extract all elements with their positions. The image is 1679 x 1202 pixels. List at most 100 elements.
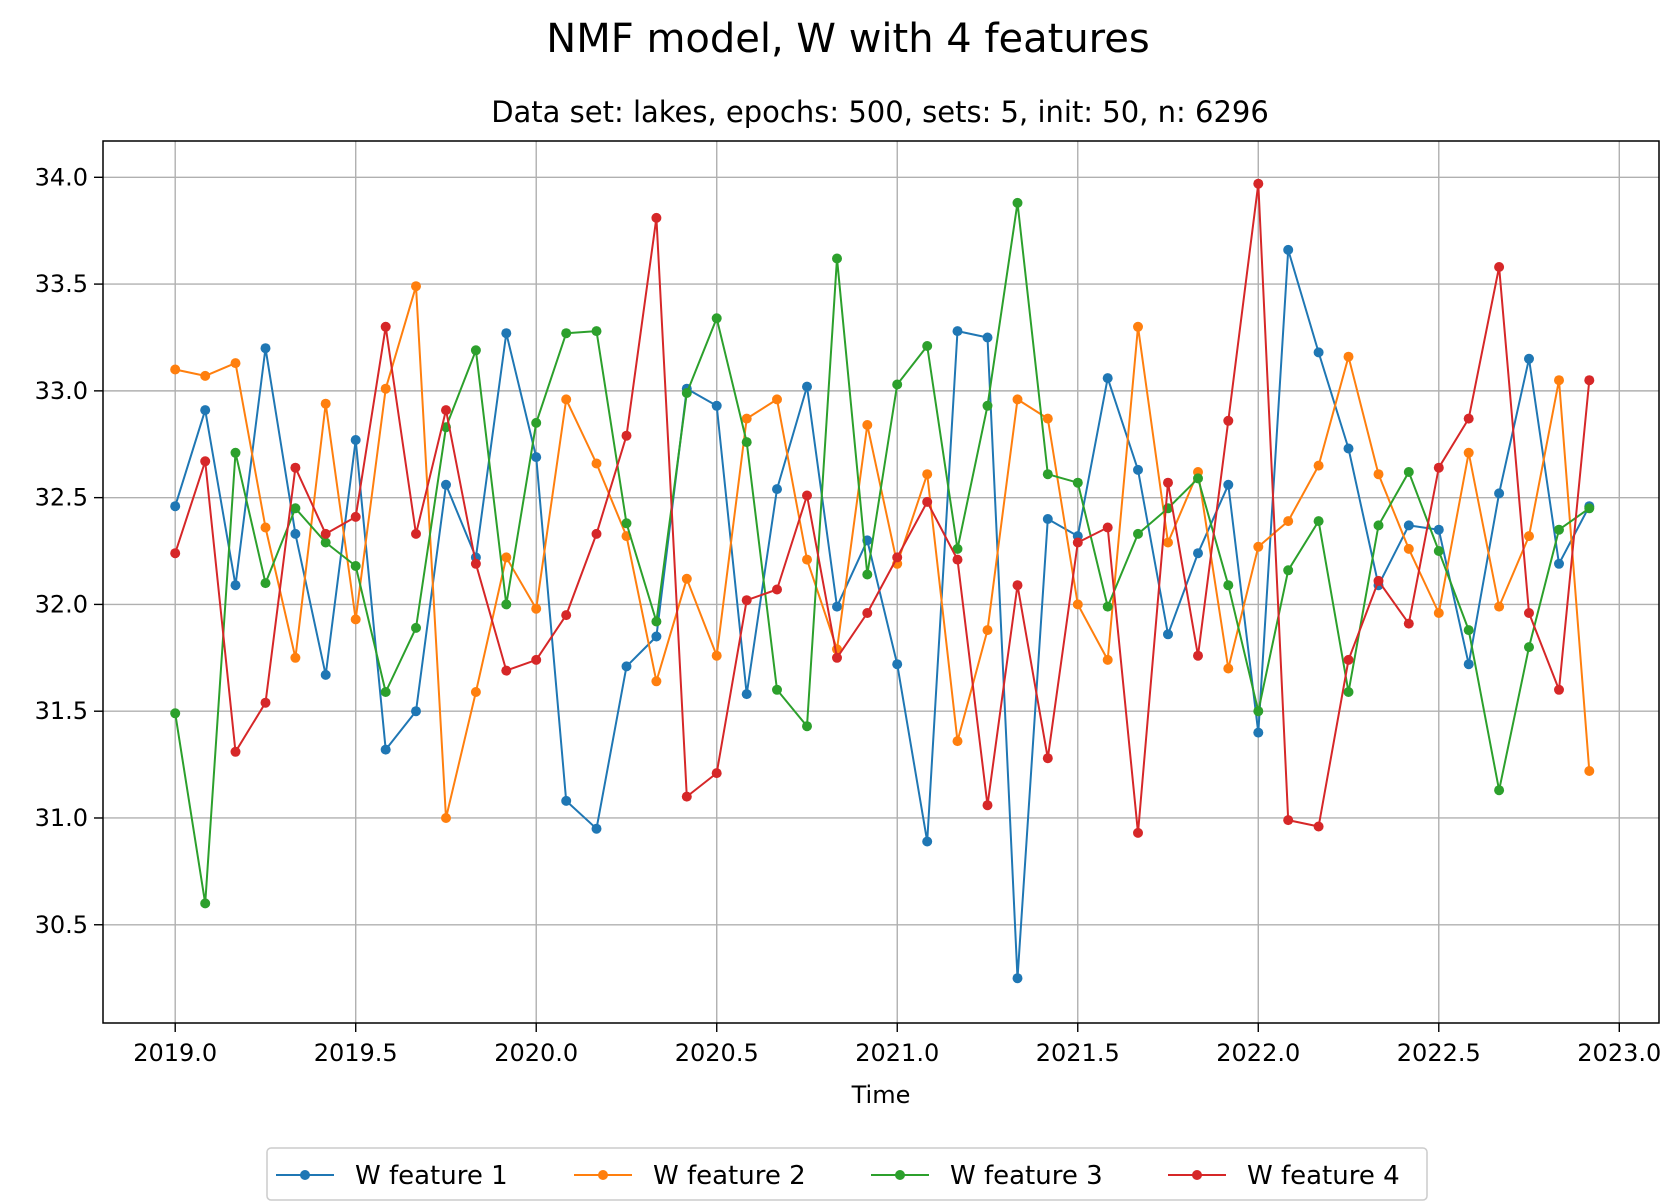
- data-point: [711, 400, 722, 411]
- data-point: [621, 661, 632, 672]
- data-point: [531, 603, 542, 614]
- axis-ticks: 2019.0 2019.5 2020.0 2020.5 2021.0 2021.5 2022…: [35, 163, 1662, 1067]
- data-point: [621, 430, 632, 441]
- data-point: [741, 595, 752, 606]
- data-point: [922, 469, 933, 480]
- y-tick-label: 32.5: [35, 484, 88, 512]
- data-point: [1042, 469, 1053, 480]
- y-tick-label: 31.5: [35, 697, 88, 725]
- legend-item: W feature 4: [1168, 1161, 1400, 1191]
- data-point: [922, 496, 933, 507]
- data-point: [320, 669, 331, 680]
- legend-items: W feature 1 W feature 2 W feature 3 W featu…: [276, 1161, 1400, 1191]
- data-point: [470, 687, 481, 697]
- data-point: [380, 321, 391, 332]
- data-point: [320, 398, 331, 409]
- data-point: [200, 456, 211, 467]
- data-point: [260, 697, 271, 708]
- data-point: [1193, 650, 1203, 661]
- data-point: [1494, 262, 1505, 272]
- data-point: [1403, 520, 1414, 531]
- data-point: [1463, 625, 1474, 636]
- data-point: [1223, 663, 1234, 674]
- x-tick-label: 2023.0: [1577, 1039, 1661, 1067]
- data-point: [1313, 516, 1324, 527]
- data-point: [1163, 629, 1173, 640]
- legend-label: W feature 1: [355, 1161, 508, 1191]
- data-point: [591, 528, 602, 539]
- x-tick-label: 2019.5: [314, 1039, 398, 1067]
- data-point: [772, 584, 782, 595]
- data-point: [260, 522, 271, 533]
- data-point: [531, 654, 542, 665]
- data-point: [1403, 467, 1414, 477]
- data-point: [1403, 543, 1414, 554]
- data-point: [470, 345, 481, 356]
- data-point: [1253, 727, 1264, 738]
- data-point: [290, 462, 301, 473]
- data-point: [1193, 548, 1203, 559]
- data-point: [230, 580, 241, 591]
- data-point: [230, 447, 241, 458]
- data-point: [380, 687, 391, 697]
- data-point: [741, 437, 752, 448]
- data-point: [1584, 766, 1595, 776]
- data-point: [711, 768, 722, 779]
- series-line: [174, 201, 1590, 905]
- data-point: [1223, 479, 1234, 490]
- data-point: [922, 836, 933, 847]
- x-tick-label: 2021.0: [855, 1039, 939, 1067]
- data-point: [1253, 178, 1264, 189]
- legend-item: W feature 1: [276, 1161, 508, 1191]
- data-point: [411, 622, 421, 633]
- data-point: [1133, 464, 1143, 475]
- data-point: [200, 370, 211, 381]
- data-point: [350, 561, 361, 571]
- y-tick-label: 33.0: [35, 377, 88, 405]
- data-point: [862, 420, 873, 430]
- data-point: [501, 599, 512, 610]
- data-point: [470, 558, 481, 569]
- data-point: [561, 394, 572, 405]
- data-point: [1313, 347, 1324, 358]
- data-point: [501, 665, 512, 676]
- data-point: [832, 601, 842, 612]
- data-point: [320, 528, 331, 539]
- data-point: [1283, 565, 1294, 576]
- data-point: [1223, 415, 1234, 426]
- data-point: [170, 548, 181, 559]
- data-point: [982, 400, 993, 411]
- data-point: [651, 631, 662, 642]
- data-point: [1524, 608, 1534, 618]
- data-point: [561, 610, 572, 621]
- data-point: [1012, 973, 1023, 984]
- data-point: [411, 528, 421, 539]
- data-point: [832, 652, 842, 663]
- data-point: [441, 405, 451, 416]
- data-point: [952, 326, 963, 337]
- legend-label: W feature 4: [1247, 1161, 1400, 1191]
- y-tick-label: 34.0: [35, 163, 88, 191]
- data-point: [170, 708, 181, 719]
- legend-marker: [895, 1170, 905, 1180]
- plot-frame: [102, 140, 1660, 1024]
- data-point: [1373, 520, 1384, 531]
- data-point: [802, 381, 812, 392]
- data-point: [501, 328, 512, 339]
- data-point: [1494, 785, 1505, 796]
- data-point: [1373, 469, 1384, 480]
- data-point: [711, 313, 722, 324]
- legend-marker: [300, 1170, 310, 1180]
- x-tick-label: 2020.0: [494, 1039, 578, 1067]
- legend-item: W feature 2: [574, 1161, 806, 1191]
- data-point: [982, 332, 993, 343]
- data-point: [1133, 827, 1143, 838]
- data-point: [1584, 375, 1595, 386]
- data-point: [1343, 351, 1354, 362]
- data-point: [772, 684, 782, 695]
- data-point: [681, 388, 692, 398]
- data-point: [892, 659, 903, 670]
- data-point: [1433, 524, 1444, 535]
- data-point: [380, 383, 391, 394]
